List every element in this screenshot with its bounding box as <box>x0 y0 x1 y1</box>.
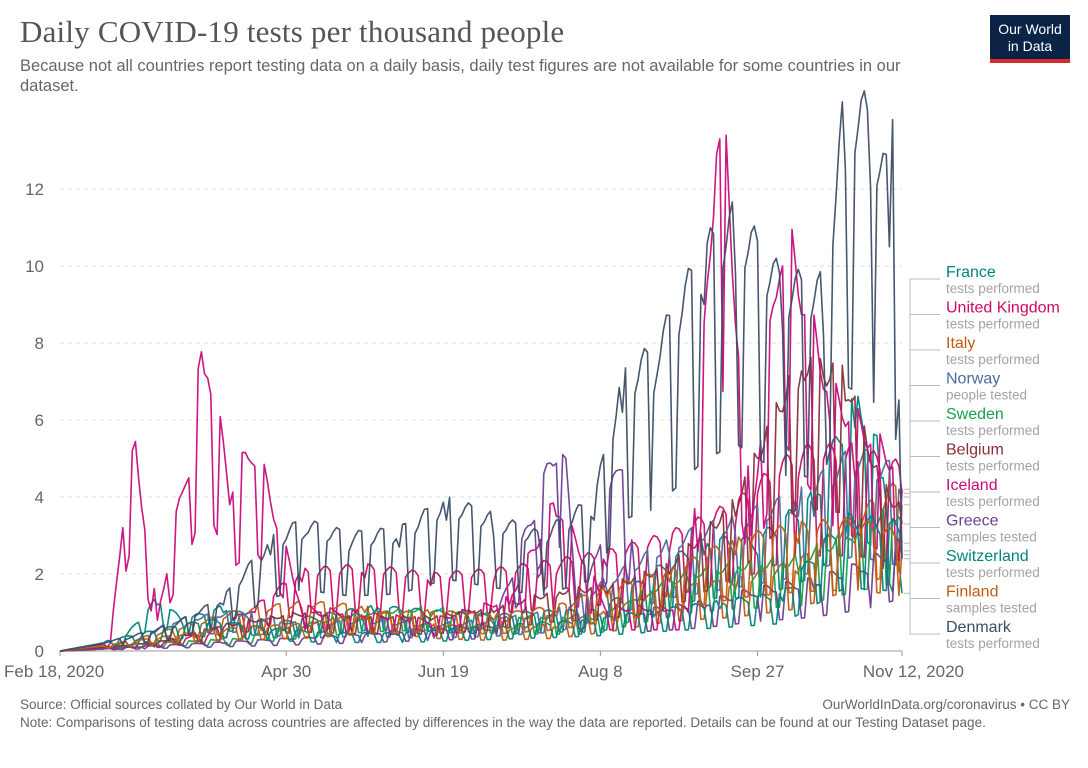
y-tick-label: 8 <box>35 334 44 353</box>
legend-connector <box>904 456 940 525</box>
series-line-finland <box>59 517 903 652</box>
legend-connector <box>904 314 940 494</box>
x-tick-label: Aug 8 <box>578 662 622 681</box>
legend-label-greece: Greece <box>946 513 999 530</box>
legend-unit: tests performed <box>946 317 1040 332</box>
series-line-switzerland <box>59 512 903 652</box>
series-line-italy <box>59 482 903 652</box>
legend-connector <box>904 349 940 506</box>
logo-line-2: in Data <box>1007 38 1053 54</box>
legend-label-denmark: Denmark <box>946 619 1012 636</box>
legend-unit: tests performed <box>946 352 1040 367</box>
y-tick-label: 0 <box>35 642 44 661</box>
legend-label-finland: Finland <box>946 584 998 601</box>
line-chart: 0 2 4 6 8 10 12 Feb 18, 2020 Apr 30 Jun 19 Aug 8 Se… <box>4 90 1060 681</box>
x-tick-label: Sep 27 <box>731 662 785 681</box>
legend-label-sweden: Sweden <box>946 406 1004 423</box>
x-tick-label: Jun 19 <box>418 662 469 681</box>
legend-unit: tests performed <box>946 459 1040 474</box>
x-tick-label: Apr 30 <box>261 662 311 681</box>
source-text: Source: Official sources collated by Our… <box>20 697 343 712</box>
series-line-greece <box>59 453 903 652</box>
legend-connector <box>904 420 940 525</box>
legend-connector <box>904 488 940 493</box>
owid-logo[interactable]: Our World in Data <box>990 15 1070 63</box>
chart-footer: Source: Official sources collated by Our… <box>20 696 1070 732</box>
legend-unit: tests performed <box>946 423 1040 438</box>
legend-unit: tests performed <box>946 494 1040 509</box>
legend-unit: people tested <box>946 388 1027 403</box>
legend-label-united-kingdom: United Kingdom <box>946 300 1060 317</box>
legend-label-norway: Norway <box>946 371 1000 388</box>
y-tick-label: 6 <box>35 411 44 430</box>
chart-subtitle: Because not all countries report testing… <box>20 57 901 95</box>
legend-label-iceland: Iceland <box>946 477 998 494</box>
chart-title: Daily COVID-19 tests per thousand people <box>20 14 565 49</box>
legend-label-switzerland: Switzerland <box>946 548 1029 565</box>
legend-connector <box>904 558 940 635</box>
legend-unit: samples tested <box>946 601 1037 616</box>
legend-label-italy: Italy <box>946 335 975 352</box>
y-tick-label: 12 <box>25 180 44 199</box>
legend-unit: samples tested <box>946 530 1037 545</box>
y-tick-label: 10 <box>25 257 44 276</box>
series-line-sweden <box>59 508 903 652</box>
legend-label-belgium: Belgium <box>946 442 1004 459</box>
legend-label-france: France <box>946 264 996 281</box>
note-text: Note: Comparisons of testing data across… <box>20 715 986 730</box>
legend-connector <box>904 385 940 498</box>
legend-unit: tests performed <box>946 281 1040 296</box>
y-tick-label: 2 <box>35 565 44 584</box>
legend-connector <box>904 542 940 564</box>
legend-connector <box>904 527 940 556</box>
x-tick-label: Nov 12, 2020 <box>863 662 964 681</box>
x-tick-label: Feb 18, 2020 <box>4 662 104 681</box>
credit-link[interactable]: OurWorldInData.org/coronavirus • CC BY <box>822 697 1070 712</box>
legend-unit: tests performed <box>946 565 1040 580</box>
legend-connector <box>904 278 940 594</box>
y-tick-label: 4 <box>35 488 44 507</box>
legend-connector <box>904 550 940 599</box>
legend-unit: tests performed <box>946 636 1040 651</box>
logo-line-1: Our World <box>998 21 1062 37</box>
series-line-denmark <box>59 90 903 652</box>
